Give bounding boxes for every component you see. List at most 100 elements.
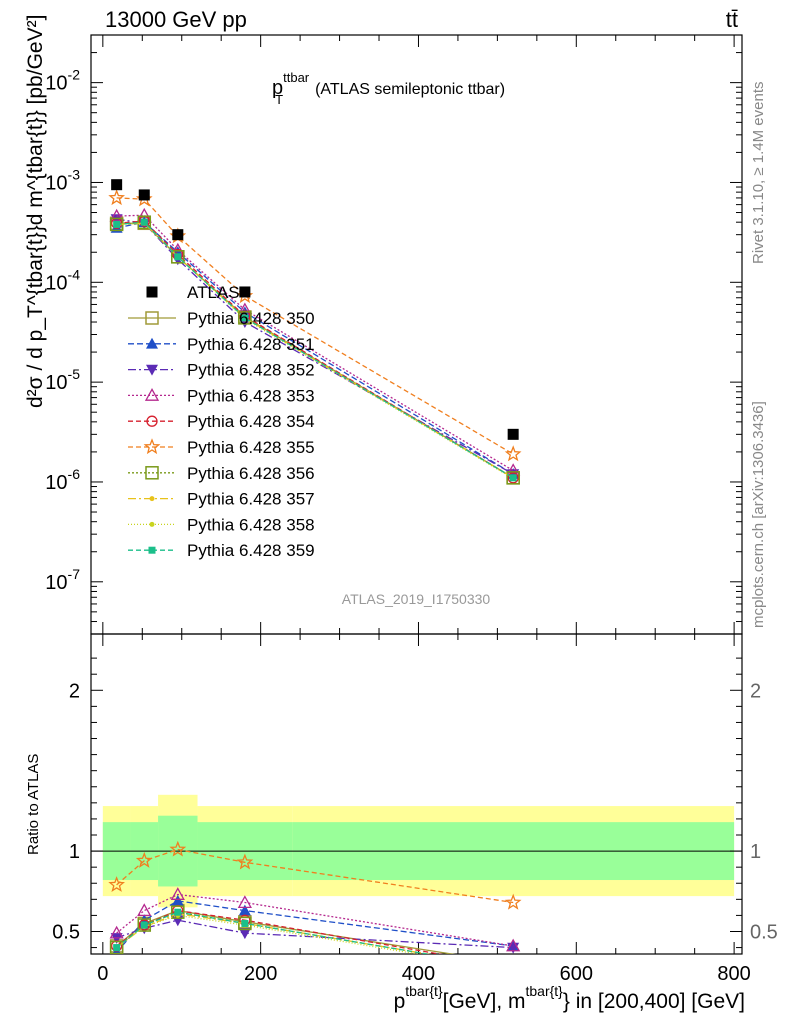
y-axis-label-top: d²σ / d p_T^{tbar{t}}d m^{tbar{t}} [pb/G… — [24, 15, 47, 408]
top-series-group — [108, 179, 522, 485]
legend-352-marker — [146, 364, 158, 376]
series-353-ratio-point — [237, 895, 252, 908]
legend-354-marker — [146, 415, 158, 427]
analysis-id: ATLAS_2019_I1750330 — [342, 591, 491, 607]
y-tick-label-bottom-right: 1 — [750, 841, 761, 863]
series-353-ratio-point — [506, 938, 521, 952]
legend-359-marker — [148, 546, 156, 554]
legend-357-label: Pythia 6.428 357 — [187, 490, 315, 509]
legend-358-label: Pythia 6.428 358 — [187, 515, 315, 534]
y-tick-label-top: 10-2 — [45, 67, 80, 95]
title-sub: T — [275, 92, 283, 107]
series-354-point — [507, 472, 519, 484]
series-355-ratio-point — [504, 893, 522, 910]
x-tick-label: 400 — [402, 963, 435, 985]
legend-356-label: Pythia 6.428 356 — [187, 464, 315, 483]
y-tick-label-bottom: 2 — [69, 680, 80, 702]
rivet-label: Rivet 3.1.10, ≥ 1.4M events — [750, 82, 767, 265]
x-tick-label: 600 — [560, 963, 593, 985]
chart-title: pttbar T (ATLAS semileptonic ttbar) — [272, 70, 505, 107]
ratio-series-group — [108, 840, 522, 974]
series-353-ratio-line — [116, 893, 514, 947]
series-359-point — [241, 314, 249, 322]
series-356-ratio-point — [507, 962, 519, 974]
series-355-point — [504, 445, 522, 462]
x-axis-label: ptbar{t}[GeV], mtbar{t}} in [200,400] [G… — [394, 983, 745, 1013]
title-main: p — [272, 77, 283, 99]
series-356-ratio-point — [171, 905, 185, 919]
legend: ATLAS Pythia 6.428 350 Pythia 6.428 351 Pyt… — [128, 283, 315, 560]
y-tick-label-bottom: 1 — [69, 841, 80, 863]
legend-353-marker — [144, 388, 160, 401]
bottom-frame — [90, 633, 743, 955]
x-tick-label: 800 — [717, 963, 750, 985]
series-356-point — [238, 311, 252, 325]
legend-352-label: Pythia 6.428 352 — [187, 361, 315, 380]
series-357-ratio-point — [511, 966, 516, 971]
series-351-ratio-point — [171, 894, 184, 906]
series-356-point — [171, 250, 185, 264]
atlas-point — [172, 229, 184, 241]
y-tick-label-bottom: 0.5 — [52, 921, 80, 943]
series-359-ratio-point — [174, 908, 182, 916]
series-353-ratio-point — [109, 925, 124, 939]
series-358-ratio-point — [511, 968, 516, 973]
series-358-ratio-line — [116, 914, 422, 954]
series-351-ratio-point — [238, 904, 251, 916]
legend-354-label: Pythia 6.428 354 — [187, 412, 315, 431]
series-359-ratio-point — [510, 965, 517, 972]
y-axis-label-bottom: Ratio to ATLAS — [25, 754, 42, 855]
y-tick-label-bottom-right: 0.5 — [750, 921, 778, 943]
series-352-ratio-line — [116, 919, 514, 949]
y-tick-label-top: 10-6 — [45, 466, 80, 494]
series-359-ratio-point — [140, 921, 148, 929]
series-352-point — [110, 214, 123, 226]
title-rest: (ATLAS semileptonic ttbar) — [315, 81, 505, 98]
series-355-point — [108, 189, 125, 206]
y-tick-label-top: 10-7 — [45, 566, 80, 594]
legend-350-marker — [145, 311, 159, 325]
y-tick-label-top: 10-4 — [45, 266, 80, 294]
atlas-point — [239, 286, 251, 298]
y-tick-label-top: 10-3 — [45, 166, 80, 194]
legend-359-label: Pythia 6.428 359 — [187, 541, 315, 560]
x-tick-label: 0 — [97, 963, 108, 985]
series-353-ratio-point — [170, 887, 185, 900]
series-356-point — [506, 471, 520, 485]
legend-356-marker — [145, 466, 159, 480]
legend-358-marker — [149, 521, 155, 527]
legend-355-marker — [143, 438, 161, 455]
legend-350-label: Pythia 6.428 350 — [187, 309, 315, 328]
energy-label: 13000 GeV pp — [105, 7, 247, 32]
series-355-ratio-point — [135, 851, 153, 868]
mcplots-label: mcplots.cern.ch [arXiv:1306.3436] — [750, 401, 767, 628]
atlas-point — [507, 428, 519, 440]
series-352-ratio-point — [238, 928, 251, 940]
series-355-ratio-point — [169, 840, 187, 857]
series-356-ratio-point — [109, 940, 124, 954]
legend-atlas-marker — [146, 286, 158, 298]
series-355-ratio-line — [116, 848, 514, 904]
series-359-ratio-point — [241, 919, 249, 927]
series-359-point — [140, 218, 148, 226]
atlas-point — [111, 179, 123, 191]
series-350-ratio-point — [507, 958, 519, 970]
series-355-ratio-point — [108, 876, 125, 892]
series-356-point — [137, 215, 152, 229]
series-359-point — [113, 220, 121, 228]
series-355-ratio-point — [236, 853, 254, 870]
series-356-ratio-point — [238, 916, 252, 931]
legend-353-label: Pythia 6.428 353 — [187, 386, 315, 405]
legend-atlas-label: ATLAS — [187, 283, 240, 302]
legend-355-label: Pythia 6.428 355 — [187, 438, 315, 457]
y-tick-label-bottom-right: 2 — [750, 680, 761, 702]
series-353-ratio-point — [137, 903, 152, 917]
series-359-point — [509, 474, 517, 482]
series-359-ratio-point — [113, 944, 121, 952]
series-355-line — [116, 197, 514, 455]
series-354-ratio-point — [508, 962, 518, 972]
legend-351-marker — [146, 337, 158, 349]
title-sup: ttbar — [283, 70, 310, 85]
